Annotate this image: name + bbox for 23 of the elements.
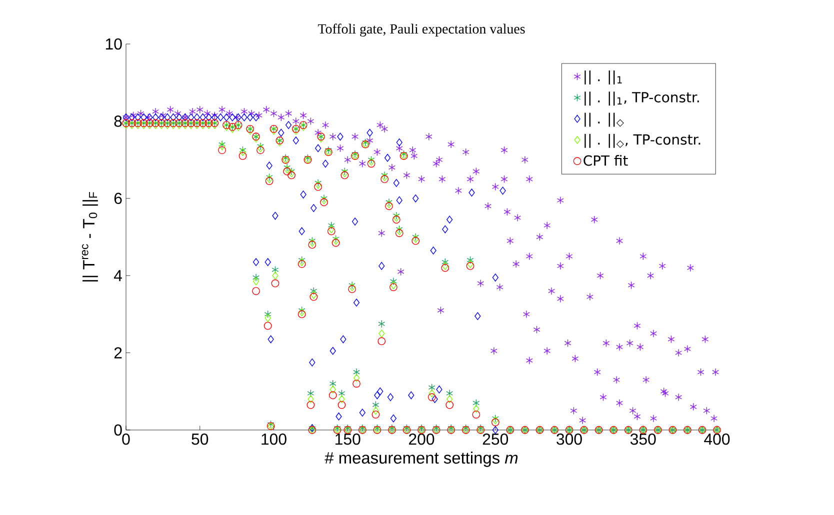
y-tick-label: 0 xyxy=(114,424,122,436)
legend-label: || . ||$_{◇}$, TP-constr. xyxy=(584,134,700,148)
x-tick-label: 400 xyxy=(704,434,730,445)
x-tick-label: 0 xyxy=(122,434,130,445)
x-tick-label: 200 xyxy=(409,434,434,445)
legend-label: || . ||$_{◇}$ xyxy=(584,112,624,127)
legend-label: || . ||$_{1}$ xyxy=(584,70,622,84)
legend-label: || . ||$_{1}$, TP-constr. xyxy=(584,92,699,106)
x-tick-label: 50 xyxy=(192,434,208,445)
y-tick-label: 8 xyxy=(114,116,122,127)
y-tick-label: 6 xyxy=(114,192,122,204)
x-tick-label: 150 xyxy=(336,434,360,445)
x-tick-label: 250 xyxy=(482,434,508,445)
legend-label: CPT fit xyxy=(584,155,628,166)
x-tick-label: 300 xyxy=(556,434,582,445)
y-axis-title: || T$^{rec}$ - T$_{0}$ ||$_{F}$ xyxy=(82,192,98,282)
y-tick-label: 10 xyxy=(106,38,122,50)
chart-title: Toffoli gate, Pauli expectation values xyxy=(318,24,525,37)
x-axis-title: # measurement settings m xyxy=(324,452,518,467)
y-tick-label: 4 xyxy=(114,270,122,282)
x-tick-label: 100 xyxy=(262,434,286,445)
x-tick-label: 350 xyxy=(630,434,656,445)
y-tick-label: 2 xyxy=(114,347,122,358)
